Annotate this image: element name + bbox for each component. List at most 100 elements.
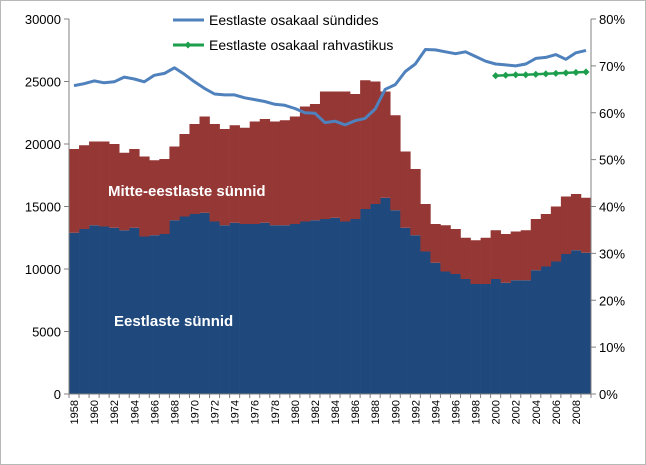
bar-estonian-births <box>470 284 481 394</box>
bar-non-estonian-births <box>430 224 441 263</box>
y-right-tick-label: 70% <box>599 59 625 74</box>
bar-estonian-births <box>380 197 391 394</box>
bar-non-estonian-births <box>380 91 391 198</box>
bar-non-estonian-births <box>370 81 381 204</box>
y-left-tick-label: 25000 <box>25 75 61 90</box>
bar-non-estonian-births <box>239 127 250 224</box>
bar-non-estonian-births <box>259 119 271 223</box>
bar-non-estonian-births <box>89 141 100 226</box>
bar-non-estonian-births <box>319 91 331 219</box>
bar-non-estonian-births <box>169 146 180 221</box>
bar-non-estonian-births <box>560 196 572 254</box>
bar-estonian-births <box>119 230 130 394</box>
bar-non-estonian-births <box>279 120 291 226</box>
bar-estonian-births <box>249 224 261 394</box>
marker-share-of-population <box>502 71 510 79</box>
bar-estonian-births <box>179 216 190 394</box>
legend: Eestlaste osakaal sündides Eestlaste osa… <box>173 12 393 53</box>
bar-estonian-births <box>289 224 301 394</box>
bar-estonian-births <box>139 236 150 394</box>
x-tick-label: 1990 <box>390 400 402 424</box>
x-tick-label: 1976 <box>250 400 262 424</box>
x-tick-label: 1986 <box>350 400 362 424</box>
x-tick-label: 1994 <box>430 400 442 424</box>
marker-share-of-population <box>562 69 570 77</box>
x-tick-label: 1962 <box>109 400 121 424</box>
x-tick-label: 2002 <box>511 400 523 424</box>
bar-non-estonian-births <box>149 160 160 236</box>
bar-non-estonian-births <box>570 194 582 251</box>
y-left-tick-label: 0 <box>54 387 61 402</box>
marker-share-of-population <box>512 71 520 79</box>
bar-estonian-births <box>460 279 471 394</box>
y-right-tick-label: 40% <box>599 200 625 215</box>
line-share-of-population <box>495 70 587 77</box>
bar-non-estonian-births <box>510 231 522 281</box>
bar-non-estonian-births <box>540 214 552 267</box>
bar-estonian-births <box>350 219 361 394</box>
bar-estonian-births <box>189 214 200 394</box>
bar-non-estonian-births <box>500 234 511 283</box>
bar-estonian-births <box>159 234 170 394</box>
y-right-tick-label: 60% <box>599 106 625 121</box>
y-right-tick-label: 10% <box>599 340 625 355</box>
bar-non-estonian-births <box>189 124 200 214</box>
x-tick-label: 1998 <box>471 400 483 424</box>
marker-share-of-population <box>572 68 580 76</box>
bar-estonian-births <box>510 280 522 394</box>
x-tick-label: 1978 <box>270 400 282 424</box>
bar-estonian-births <box>560 254 572 394</box>
y-left-tick-label: 15000 <box>25 200 61 215</box>
bar-estonian-births <box>229 222 240 394</box>
x-tick-label: 1984 <box>330 400 342 424</box>
bar-estonian-births <box>330 217 341 394</box>
bar-non-estonian-births <box>440 225 451 272</box>
bar-non-estonian-births <box>79 145 90 229</box>
x-tick-label: 2000 <box>491 400 503 424</box>
x-tick-label: 1958 <box>69 400 81 424</box>
x-tick-label: 1988 <box>370 400 382 424</box>
y-right-tick-label: 50% <box>599 153 625 168</box>
marker-share-of-population <box>532 70 540 78</box>
bar-non-estonian-births <box>109 144 120 228</box>
bar-estonian-births <box>530 270 542 394</box>
bar-estonian-births <box>340 221 351 394</box>
legend-label-share-of-births: Eestlaste osakaal sündides <box>209 12 379 28</box>
bar-estonian-births <box>209 221 220 394</box>
bar-estonian-births <box>259 222 271 394</box>
legend-marker-share-of-population <box>184 41 192 49</box>
x-tick-label: 1972 <box>210 400 222 424</box>
bar-estonian-births <box>219 225 230 394</box>
bar-estonian-births <box>169 220 180 394</box>
bar-estonian-births <box>319 219 331 394</box>
bar-non-estonian-births <box>219 129 230 226</box>
bar-estonian-births <box>540 266 552 394</box>
bar-estonian-births <box>269 225 281 394</box>
bar-estonian-births <box>309 220 321 394</box>
bar-non-estonian-births <box>470 240 481 284</box>
share-lines <box>73 48 590 127</box>
bar-non-estonian-births <box>410 169 421 236</box>
bar-estonian-births <box>450 274 461 394</box>
x-tick-label: 1996 <box>450 400 462 424</box>
line-share-of-births <box>73 48 587 127</box>
bar-estonian-births <box>109 227 120 394</box>
x-tick-label: 1980 <box>290 400 302 424</box>
bar-non-estonian-births <box>350 94 361 219</box>
bar-non-estonian-births <box>360 80 371 209</box>
bar-non-estonian-births <box>530 219 542 271</box>
bar-non-estonian-births <box>299 106 311 222</box>
bar-non-estonian-births <box>490 230 501 279</box>
non-estonian-births-label: Mitte-eestlaste sünnid <box>108 183 266 200</box>
bar-estonian-births <box>500 282 511 394</box>
x-tick-label: 2006 <box>551 400 563 424</box>
bar-non-estonian-births <box>69 149 80 233</box>
bar-estonian-births <box>420 251 431 394</box>
bar-estonian-births <box>550 261 562 394</box>
bar-non-estonian-births <box>209 124 220 222</box>
y-right-tick-label: 80% <box>599 12 625 27</box>
bar-non-estonian-births <box>249 121 261 224</box>
bar-estonian-births <box>410 235 421 394</box>
bar-non-estonian-births <box>99 141 110 227</box>
